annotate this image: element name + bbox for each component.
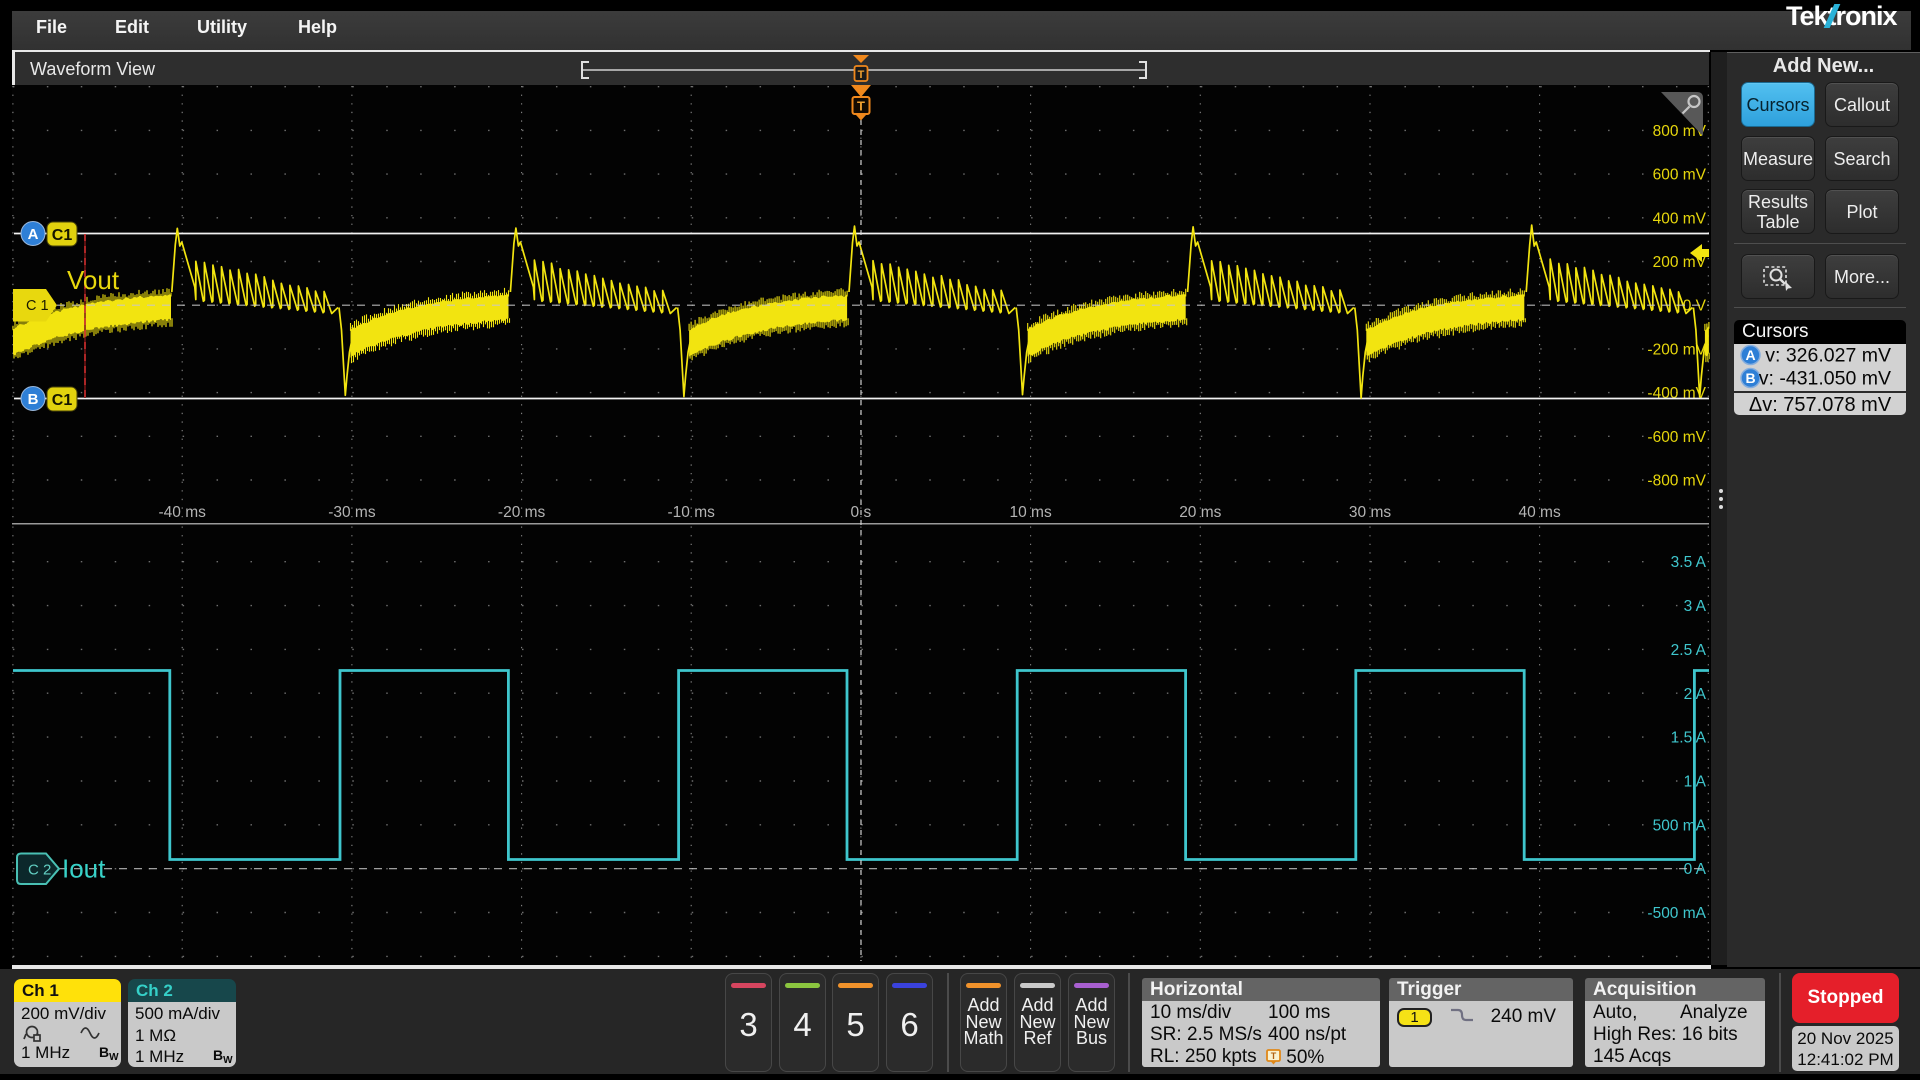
svg-text:C 2: C 2	[28, 862, 51, 879]
svg-text:400 mV: 400 mV	[1653, 210, 1707, 227]
svg-text:2.5 A: 2.5 A	[1671, 642, 1707, 659]
svg-text:Vout: Vout	[67, 265, 120, 295]
svg-text:3.5 A: 3.5 A	[1671, 554, 1707, 571]
svg-text:800 mV: 800 mV	[1653, 123, 1707, 140]
svg-text:Iout: Iout	[62, 854, 106, 884]
svg-text:Δv: 757.078 mV: Δv: 757.078 mV	[1749, 394, 1892, 415]
svg-text:200 mV: 200 mV	[1653, 254, 1707, 271]
svg-text:C 1: C 1	[26, 298, 49, 314]
svg-text:500 mA: 500 mA	[1653, 817, 1707, 834]
svg-text:-600 mV: -600 mV	[1647, 429, 1706, 446]
svg-text:-40 ms: -40 ms	[159, 504, 207, 521]
svg-text:40 ms: 40 ms	[1518, 504, 1560, 521]
svg-text:0 A: 0 A	[1684, 861, 1707, 878]
svg-text:A: A	[1745, 347, 1755, 363]
svg-text:v: -431.050 mV: v: -431.050 mV	[1759, 368, 1891, 390]
svg-text:-10 ms: -10 ms	[668, 504, 716, 521]
svg-text:T: T	[857, 99, 865, 114]
svg-text:-500 mA: -500 mA	[1647, 905, 1706, 922]
svg-text:-400 mV: -400 mV	[1647, 385, 1706, 402]
svg-text:20 ms: 20 ms	[1179, 504, 1221, 521]
svg-text:600 mV: 600 mV	[1653, 167, 1707, 184]
svg-text:-800 mV: -800 mV	[1647, 473, 1706, 490]
svg-text:3 A: 3 A	[1684, 598, 1707, 615]
svg-text:-200 mV: -200 mV	[1647, 341, 1706, 358]
svg-text:10 ms: 10 ms	[1009, 504, 1051, 521]
svg-text:-30 ms: -30 ms	[328, 504, 376, 521]
svg-text:T: T	[858, 69, 865, 81]
svg-text:C1: C1	[52, 227, 73, 244]
svg-text:A: A	[28, 226, 39, 243]
svg-text:T: T	[1271, 1051, 1277, 1061]
svg-text:C1: C1	[52, 392, 73, 409]
svg-text:1.5 A: 1.5 A	[1671, 730, 1707, 747]
svg-text:30 ms: 30 ms	[1349, 504, 1391, 521]
svg-text:B: B	[1745, 370, 1755, 386]
svg-text:v: 326.027 mV: v: 326.027 mV	[1765, 345, 1891, 367]
svg-text:B: B	[28, 391, 39, 408]
svg-text:-20 ms: -20 ms	[498, 504, 546, 521]
